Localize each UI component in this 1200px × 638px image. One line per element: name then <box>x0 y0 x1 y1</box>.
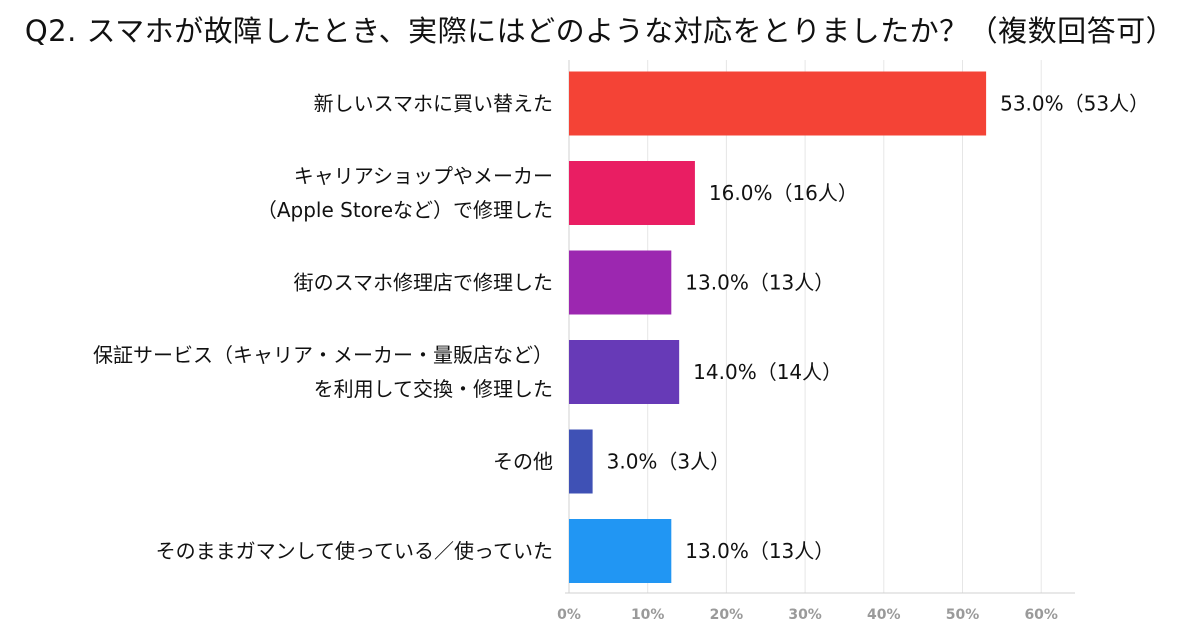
category-label: その他 <box>493 450 553 474</box>
category-label: 新しいスマホに買い替えた <box>314 92 553 116</box>
data-label: 14.0%（14人） <box>693 360 842 384</box>
data-label: 13.0%（13人） <box>685 271 834 295</box>
category-label: 街のスマホ修理店で修理した <box>294 271 553 295</box>
x-tick-label: 60% <box>1024 607 1058 623</box>
bar <box>569 429 593 494</box>
data-label: 13.0%（13人） <box>685 539 834 563</box>
x-tick-label: 20% <box>710 607 744 623</box>
x-tick-label: 10% <box>631 607 665 623</box>
chart-title: Q2. スマホが故障したとき、実際にはどのような対応をとりましたか？（複数回答可… <box>24 14 1176 48</box>
category-label: （Apple Storeなど）で修理した <box>257 198 553 222</box>
category-label: を利用して交換・修理した <box>314 377 553 401</box>
data-label: 53.0%（53人） <box>1000 92 1149 116</box>
bar <box>569 71 987 136</box>
data-label: 3.0%（3人） <box>607 450 731 474</box>
bar <box>569 161 695 225</box>
x-tick-label: 50% <box>946 607 980 623</box>
x-tick-label: 0% <box>557 607 581 623</box>
bar <box>569 340 680 404</box>
category-label: そのままガマンして使っている／使っていた <box>156 539 553 563</box>
x-tick-label: 30% <box>788 607 822 623</box>
category-label: キャリアショップやメーカー <box>294 164 553 188</box>
bar <box>569 250 672 315</box>
category-label: 保証サービス（キャリア・メーカー・量販店など） <box>93 343 553 367</box>
data-label: 16.0%（16人） <box>709 181 858 205</box>
x-tick-label: 40% <box>867 607 901 623</box>
bar <box>569 519 672 583</box>
